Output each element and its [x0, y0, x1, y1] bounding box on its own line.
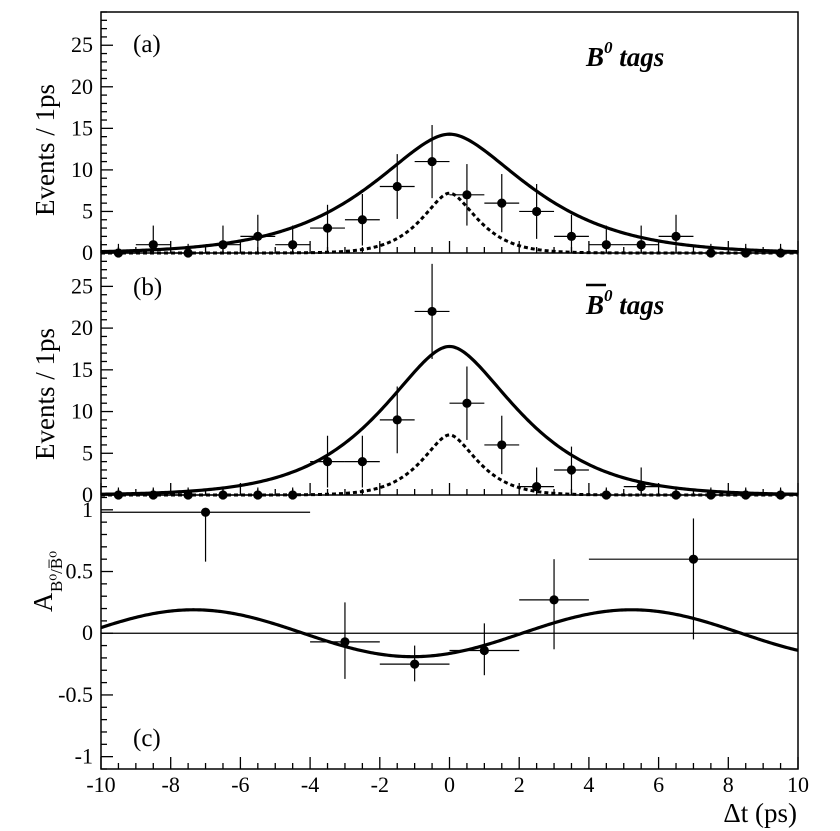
- panel-b-y-tick-label: 15: [71, 357, 93, 382]
- panel-a-data-point: [532, 206, 542, 217]
- panel-a-y-axis-title: Events / 1ps: [30, 84, 60, 216]
- x-tick-label: 8: [723, 772, 734, 797]
- x-axis-title: Δt (ps): [723, 798, 797, 828]
- panel-b-data-point: [636, 482, 646, 492]
- x-tick-label: -2: [371, 772, 389, 797]
- panel-a-data-point: [706, 248, 716, 258]
- asymmetry-subscript: B⁰/B̅⁰: [47, 551, 66, 592]
- panel-a-data-point: [566, 231, 577, 241]
- x-tick-label: 4: [583, 772, 594, 797]
- panel-b-tag-label: B0 tags: [585, 286, 664, 320]
- panel-c-y-tick-label: 0: [82, 620, 93, 645]
- panel-a-data-point: [218, 240, 228, 250]
- panel-b-y-tick-label: 10: [71, 399, 93, 424]
- panel-a-data-point: [392, 181, 402, 192]
- panel-a-data-point: [148, 240, 158, 250]
- panel-c-data-point: [688, 554, 699, 564]
- panel-b-data-point: [218, 490, 228, 500]
- panel-c-asymmetry-fit-curve: [100, 608, 799, 659]
- panel-a-y-tick-label: 15: [71, 115, 93, 140]
- panel-c-y-tick-label: 1: [82, 497, 93, 522]
- panel-b-data-point: [601, 490, 611, 500]
- panel-a-y-tick-label: 0: [82, 240, 93, 265]
- x-tick-label: -10: [86, 772, 115, 797]
- panel-a: 0 5 10 15 20 25: [71, 11, 799, 265]
- panel-b-y-axis-title: Events / 1ps: [30, 328, 60, 460]
- panel-a-data-point: [636, 240, 646, 250]
- plot-frame: [100, 11, 799, 770]
- panel-a-data-point: [775, 248, 786, 258]
- panel-a-y-tick-label: 20: [71, 74, 93, 99]
- x-tick-label: 0: [444, 772, 455, 797]
- panel-a-data-point: [322, 223, 333, 233]
- panel-c-data-point: [200, 507, 211, 517]
- panel-c-y-tick-label: -0.5: [58, 682, 93, 707]
- panel-b-total-fit-curve: [100, 344, 799, 496]
- panel-b-data-point: [113, 490, 124, 500]
- panel-b-data-point: [357, 457, 367, 467]
- panel-a-total-fit-curve: [100, 132, 799, 254]
- panel-b-data-point: [253, 490, 263, 500]
- panel-b-y-tick-label: 20: [71, 315, 93, 340]
- panel-c-label: (c): [133, 725, 161, 752]
- panel-c-y-tick-label: 0.5: [66, 559, 94, 584]
- panel-a-data-point: [427, 156, 437, 167]
- panel-c: -1 -0.5 0 0.5 1: [58, 497, 799, 770]
- panel-b-data-point: [532, 482, 542, 492]
- panel-b-data-point: [671, 490, 681, 500]
- asymmetry-symbol: A: [28, 592, 58, 612]
- panel-a-data-point: [357, 215, 367, 225]
- panel-b-data-point: [148, 490, 158, 500]
- panel-c-data-point: [479, 645, 489, 656]
- panel-a-y-tick-label: 10: [71, 157, 93, 182]
- panel-b-data-point: [741, 490, 751, 500]
- panel-b-data-point: [775, 490, 786, 500]
- panel-c-data-point: [549, 595, 559, 605]
- x-tick-label: 6: [653, 772, 664, 797]
- panel-b-label: (b): [133, 274, 162, 301]
- panel-b-data-point: [427, 306, 437, 317]
- panel-a-data-point: [462, 190, 472, 200]
- panel-a-data-point: [741, 248, 751, 258]
- panel-b-data-point: [322, 457, 333, 467]
- x-tick-label: -8: [162, 772, 180, 797]
- panel-b-data-point: [706, 490, 716, 500]
- panel-a-tag-label: B0 tags: [585, 38, 664, 72]
- panel-b-data-point: [462, 398, 472, 408]
- panel-a-data-point: [497, 198, 507, 208]
- x-tick-label: 10: [787, 772, 809, 797]
- panel-b-data-point: [497, 440, 507, 450]
- panel-a-data-point: [113, 248, 124, 258]
- panel-a-label: (a): [133, 31, 161, 58]
- panel-b-data-point: [183, 490, 193, 500]
- panel-b-data-point: [566, 465, 577, 475]
- panel-c-y-tick-label: -1: [75, 744, 93, 769]
- panel-b-y-tick-label: 5: [82, 440, 93, 465]
- panel-c-y-axis-title: A B⁰/B̅⁰: [28, 551, 66, 612]
- panel-a-data-point: [671, 231, 681, 241]
- panel-c-data-point: [410, 659, 420, 669]
- x-tick-label: -4: [301, 772, 319, 797]
- panel-b-data-point: [392, 415, 402, 425]
- panel-a-y-tick-label: 5: [82, 198, 93, 223]
- x-tick-label: -6: [231, 772, 249, 797]
- panel-a-data-point: [288, 240, 298, 250]
- panel-a-y-tick-label: 25: [71, 32, 93, 57]
- panel-c-data-point: [340, 637, 350, 647]
- panel-b-y-tick-label: 0: [82, 482, 93, 507]
- panel-a-data-point: [183, 248, 193, 258]
- panel-a-data-point: [601, 240, 611, 250]
- panel-b: 0 5 10 15 20 25: [71, 252, 799, 507]
- panel-b-y-tick-label: 25: [71, 273, 93, 298]
- panel-a-data-point: [253, 231, 263, 241]
- panel-b-data-point: [288, 490, 298, 500]
- x-tick-label: 2: [514, 772, 525, 797]
